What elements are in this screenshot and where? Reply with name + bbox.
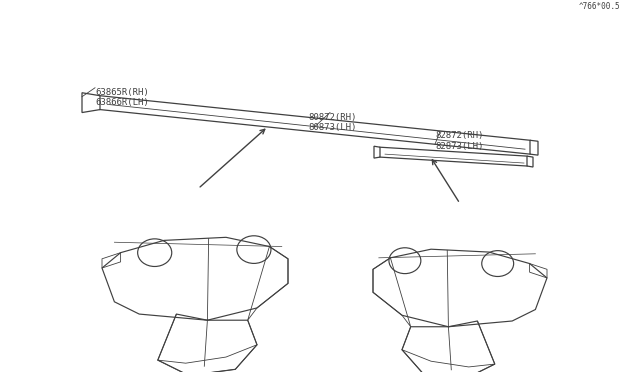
Text: 63865R(RH)
63866R(LH): 63865R(RH) 63866R(LH)	[95, 88, 148, 107]
Text: 82872(RH)
82873(LH): 82872(RH) 82873(LH)	[435, 131, 483, 151]
Text: ^766*00.5: ^766*00.5	[579, 1, 620, 10]
Text: 80872(RH)
80873(LH): 80872(RH) 80873(LH)	[308, 113, 356, 132]
